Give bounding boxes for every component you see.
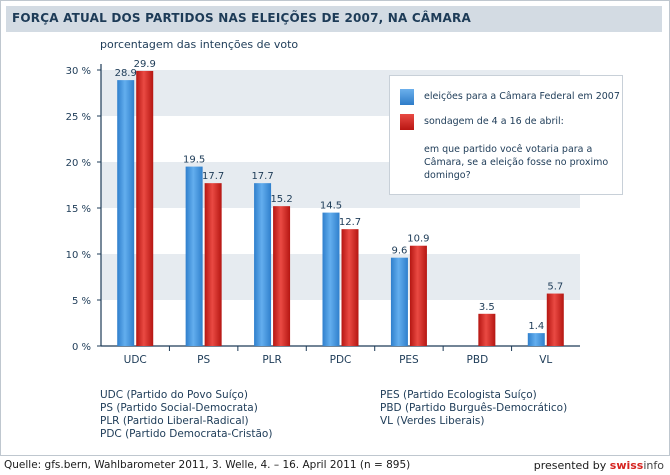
- legend-swatch-red: [400, 114, 414, 130]
- x-tick-label: VL: [539, 354, 552, 366]
- y-tick-label: 30 %: [66, 66, 91, 77]
- bar-poll: [409, 245, 427, 346]
- bar-2007: [527, 333, 545, 346]
- y-tick-label: 15 %: [66, 204, 91, 215]
- brand-info: info: [643, 459, 664, 472]
- bar-2007: [185, 166, 203, 346]
- data-label: 29.9: [134, 59, 156, 70]
- title-bar: FORÇA ATUAL DOS PARTIDOS NAS ELEIÇÕES DE…: [6, 6, 662, 32]
- legend: eleições para a Câmara Federal em 2007 s…: [389, 75, 623, 195]
- party-udc: UDC (Partido do Povo Suíço): [100, 389, 248, 401]
- data-label: 5.7: [547, 282, 563, 293]
- party-plr: PLR (Partido Liberal-Radical): [100, 415, 249, 427]
- data-label: 15.2: [270, 194, 292, 205]
- bar-2007: [117, 80, 135, 347]
- y-tick-label: 5 %: [72, 296, 91, 307]
- legend-note: em que partido você votaria para a Câmar…: [424, 144, 609, 181]
- party-pes: PES (Partido Ecologista Suíço): [380, 389, 537, 401]
- bar-2007: [254, 183, 272, 346]
- chart-title: FORÇA ATUAL DOS PARTIDOS NAS ELEIÇÕES DE…: [12, 11, 471, 25]
- bar-poll: [273, 206, 291, 346]
- party-list-left: UDC (Partido do Povo Suíço) PS (Partido …: [100, 389, 272, 441]
- data-label: 17.7: [251, 171, 273, 182]
- data-label: 12.7: [339, 217, 361, 228]
- grid-band: [101, 254, 580, 300]
- data-label: 17.7: [202, 171, 224, 182]
- legend-label-poll: sondagem de 4 a 16 de abril:: [424, 116, 564, 127]
- brand-swiss: swiss: [609, 459, 644, 472]
- data-label: 1.4: [528, 321, 544, 332]
- bar-2007: [322, 212, 340, 346]
- y-tick-label: 0 %: [72, 342, 91, 353]
- party-list-right: PES (Partido Ecologista Suíço) PBD (Part…: [380, 389, 567, 428]
- y-tick-label: 20 %: [66, 158, 91, 169]
- data-label: 9.6: [391, 246, 407, 257]
- chart-subtitle: porcentagem das intenções de voto: [100, 38, 299, 51]
- presented-by-label: presented by: [533, 459, 607, 472]
- data-label: 19.5: [183, 155, 205, 166]
- legend-swatch-blue: [400, 89, 414, 105]
- x-tick-label: UDC: [124, 354, 147, 366]
- party-vl: VL (Verdes Liberais): [380, 415, 485, 427]
- bar-poll: [204, 183, 222, 346]
- bar-poll: [341, 229, 359, 346]
- data-label: 3.5: [479, 302, 495, 313]
- bar-poll: [478, 313, 496, 346]
- source-note: Quelle: gfs.bern, Wahlbarometer 2011, 3.…: [4, 459, 411, 471]
- data-label: 28.9: [115, 68, 137, 79]
- x-tick-label: PES: [399, 354, 419, 366]
- data-label: 10.9: [407, 234, 429, 245]
- bar-poll: [546, 293, 564, 346]
- x-tick-label: PDC: [330, 354, 352, 366]
- x-tick-label: PLR: [262, 354, 281, 366]
- y-tick-label: 10 %: [66, 250, 91, 261]
- legend-label-2007: eleições para a Câmara Federal em 2007: [424, 91, 620, 102]
- party-pbd: PBD (Partido Burguês-Democrático): [380, 402, 568, 414]
- x-tick-label: PBD: [467, 354, 489, 366]
- party-pdc: PDC (Partido Democrata-Cristão): [100, 428, 273, 440]
- x-tick-label: PS: [197, 354, 210, 366]
- bar-poll: [136, 70, 154, 347]
- presented-by: presented by swissinfo: [534, 459, 664, 472]
- bar-2007: [390, 257, 408, 346]
- data-label: 14.5: [320, 201, 342, 212]
- y-tick-label: 25 %: [66, 112, 91, 123]
- party-ps: PS (Partido Social-Democrata): [100, 402, 258, 414]
